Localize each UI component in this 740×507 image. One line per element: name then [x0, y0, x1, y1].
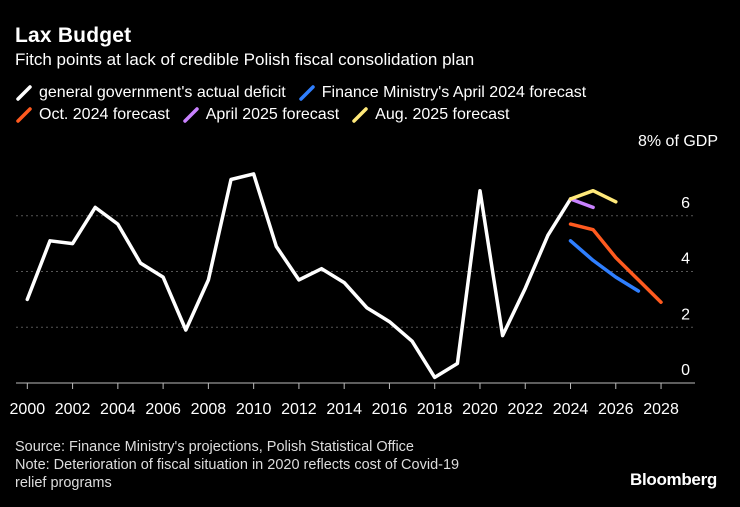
y-tick-label-0: 0 — [681, 362, 690, 379]
legend-row-1: general government's actual deficit Fina… — [15, 84, 598, 102]
series-line-april-2024-forecast — [568, 239, 641, 293]
legend-row-2: Oct. 2024 forecast April 2025 forecast A… — [15, 106, 521, 124]
y-axis-unit-label: 8% of GDP — [637, 133, 718, 150]
chart-subtitle: Fitch points at lack of credible Polish … — [15, 50, 475, 69]
x-tick-label-2010: 2010 — [236, 401, 272, 418]
x-tick-label-2000: 2000 — [10, 401, 46, 418]
x-tick-label-2008: 2008 — [191, 401, 227, 418]
legend-swatch-actual-deficit — [16, 85, 32, 101]
legend-label-oct-2024: Oct. 2024 forecast — [39, 106, 170, 123]
series-line-aug-2025-forecast — [568, 188, 618, 204]
x-tick-label-2016: 2016 — [372, 401, 408, 418]
legend-label-april-2025: April 2025 forecast — [205, 106, 340, 123]
legend-swatch-oct-2024 — [16, 107, 32, 123]
y-tick-label-6: 6 — [681, 195, 690, 212]
legend-item-actual-deficit: general government's actual deficit — [15, 84, 286, 102]
footer-notes: Source: Finance Ministry's projections, … — [15, 438, 459, 492]
x-tick-label-2014: 2014 — [326, 401, 362, 418]
source-note: Source: Finance Ministry's projections, … — [15, 439, 414, 455]
legend-item-april-2025: April 2025 forecast — [182, 106, 339, 124]
legend-item-april-2024: Finance Ministry's April 2024 forecast — [298, 84, 587, 102]
x-tick-label-2026: 2026 — [598, 401, 634, 418]
x-tick-label-2006: 2006 — [145, 401, 181, 418]
legend-swatch-april-2024 — [299, 85, 315, 101]
legend-item-aug-2025: Aug. 2025 forecast — [351, 106, 509, 124]
x-tick-label-2018: 2018 — [417, 401, 453, 418]
x-tick-label-2002: 2002 — [55, 401, 91, 418]
series-line-april-2025-forecast — [568, 197, 595, 210]
y-tick-label-4: 4 — [681, 251, 690, 268]
x-tick-label-2022: 2022 — [507, 401, 543, 418]
x-tick-label-2012: 2012 — [281, 401, 317, 418]
series-line-actual-deficit — [25, 172, 573, 380]
x-tick-label-2020: 2020 — [462, 401, 498, 418]
legend-label-actual-deficit: general government's actual deficit — [39, 84, 286, 101]
legend-item-oct-2024: Oct. 2024 forecast — [15, 106, 170, 124]
note-line-2: relief programs — [15, 475, 112, 491]
x-tick-label-2028: 2028 — [643, 401, 679, 418]
chart-title: Lax Budget — [15, 24, 132, 47]
x-tick-label-2004: 2004 — [100, 401, 136, 418]
legend-label-aug-2025: Aug. 2025 forecast — [375, 106, 510, 123]
legend-swatch-aug-2025 — [352, 107, 368, 123]
x-tick-label-2024: 2024 — [553, 401, 589, 418]
y-tick-label-2: 2 — [681, 306, 690, 323]
note-line-1: Note: Deterioration of fiscal situation … — [15, 457, 460, 473]
legend-label-april-2024: Finance Ministry's April 2024 forecast — [321, 84, 587, 101]
bloomberg-logo: Bloomberg — [629, 470, 717, 489]
series-line-oct-2024-forecast — [568, 222, 663, 304]
legend-swatch-april-2025 — [182, 107, 199, 123]
